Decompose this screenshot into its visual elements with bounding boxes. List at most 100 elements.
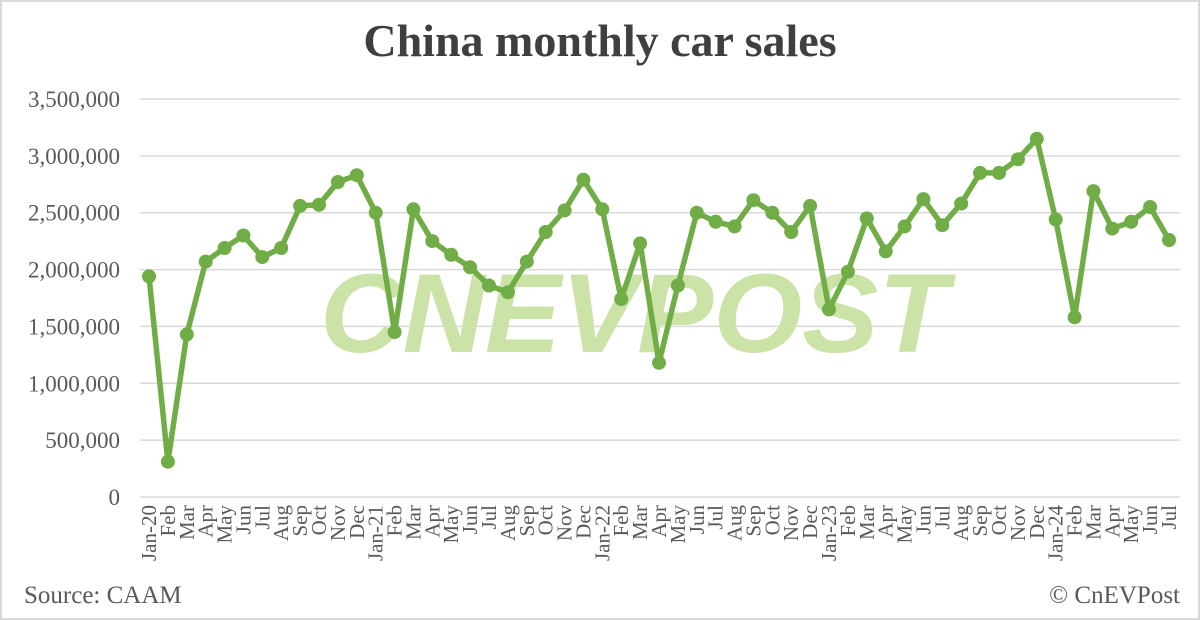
x-axis-tick-label: Jan-23 [817,505,841,561]
x-axis-tick-label: Jun [231,505,255,535]
chart-title: China monthly car sales [363,15,837,66]
x-axis-tick-label: Nov [1006,505,1030,542]
x-axis-tick-label: Dec [798,505,822,539]
y-axis-tick-label: 1,500,000 [28,314,120,339]
data-point-marker [274,241,289,255]
x-axis-tick-label: Mar [401,505,425,540]
y-axis-tick-label: 2,000,000 [28,258,120,283]
y-axis-tick-label: 3,000,000 [28,144,120,169]
data-point-marker [142,269,156,284]
data-point-marker [689,205,704,220]
x-axis-tick-label: May [666,505,690,544]
x-axis-tick-label: Feb [383,505,407,537]
data-point-marker [916,192,931,207]
x-axis-tick-label: Jul [477,505,501,530]
data-point-marker [1086,184,1101,199]
data-point-marker [519,254,534,269]
data-point-marker [633,236,648,251]
data-point-marker [727,219,742,234]
data-point-marker [897,219,912,234]
x-axis-tick-label: Sep [968,505,992,537]
data-point-marker [973,165,988,180]
y-axis-tick-label: 3,500,000 [28,87,120,112]
data-point-marker [1067,310,1082,325]
x-axis-tick-label: Nov [779,505,803,542]
x-axis-tick-label: Nov [553,505,577,542]
data-point-marker [614,292,629,307]
x-axis-tick-label: Jul [250,505,274,530]
data-point-marker [482,278,496,293]
x-axis-tick-label: Feb [609,505,633,537]
x-axis-tick-label: Apr [647,505,671,538]
x-axis-tick-label: Dec [1025,505,1049,539]
data-point-marker [595,202,610,217]
x-axis-tick-label: Nov [326,505,350,542]
data-point-marker [1124,214,1139,229]
data-point-marker [312,197,326,212]
data-point-marker [538,225,553,239]
copyright-label: © CnEVPost [1049,582,1180,609]
x-axis-tick-label: Jun [1138,505,1162,535]
x-axis-tick-label: Aug [723,505,747,542]
data-point-marker [293,198,308,213]
x-axis-tick-label: Jul [1157,505,1181,530]
x-axis-tick-label: Jan-22 [590,505,614,561]
x-axis-tick-label: Jun [911,505,935,535]
data-point-marker [217,241,232,255]
data-point-marker [992,165,1006,180]
x-axis-tick-label: May [1119,505,1143,544]
y-axis-tick-label: 0 [109,485,121,510]
data-point-marker [708,214,723,229]
x-axis-tick-label: Mar [175,505,199,540]
data-point-marker [954,196,969,211]
x-axis-tick-label: Jun [685,505,709,535]
x-axis-tick-label: Aug [949,505,973,542]
data-point-marker [803,198,818,213]
data-point-marker [1010,152,1025,167]
data-point-marker [179,327,194,342]
x-axis-tick-label: Jul [704,505,728,530]
data-point-marker [784,225,799,239]
y-axis-tick-label: 2,500,000 [28,201,120,226]
y-axis-tick-label: 500,000 [45,428,120,453]
x-axis-tick-label: Jul [930,505,954,530]
data-point-marker [463,260,478,275]
data-point-marker [255,250,270,265]
data-point-marker [576,172,591,187]
data-point-marker [1105,221,1120,236]
x-axis-tick-label: Jan-20 [137,505,161,561]
data-point-marker [1143,200,1158,214]
x-axis-tick-label: Sep [741,505,765,537]
data-point-marker [444,247,459,262]
x-axis-tick-label: May [893,505,917,544]
x-axis-tick-label: Feb [836,505,860,537]
watermark-text: CNEVPOST [320,251,957,376]
data-point-marker [160,454,175,469]
x-axis-tick-label: Apr [420,505,444,538]
x-axis-tick-label: Mar [628,505,652,540]
y-axis-tick-label: 1,000,000 [28,371,120,396]
x-axis-tick-label: Feb [1063,505,1087,537]
data-point-marker [1029,131,1044,146]
data-point-marker [349,168,364,183]
x-axis-tick-label: Apr [874,505,898,538]
x-axis-tick-label: Sep [288,505,312,537]
x-axis-tick-label: Mar [1081,505,1105,540]
x-axis-tick-label: Apr [1100,505,1124,538]
x-axis-tick-label: Apr [194,505,218,538]
x-axis-tick-label: Oct [534,505,558,535]
data-point-marker [557,203,572,218]
x-axis-tick-label: Feb [156,505,180,537]
data-point-marker [1048,212,1063,227]
data-point-marker [330,175,345,189]
data-point-marker [368,205,383,220]
x-axis-tick-label: May [213,505,237,544]
data-point-marker [236,228,251,243]
x-axis-tick-label: Oct [307,505,331,535]
data-point-marker [1162,233,1176,247]
x-axis-tick-label: Aug [269,505,293,542]
x-axis-tick-label: Dec [345,505,369,539]
x-axis-tick-label: Sep [515,505,539,537]
data-point-marker [425,234,440,249]
